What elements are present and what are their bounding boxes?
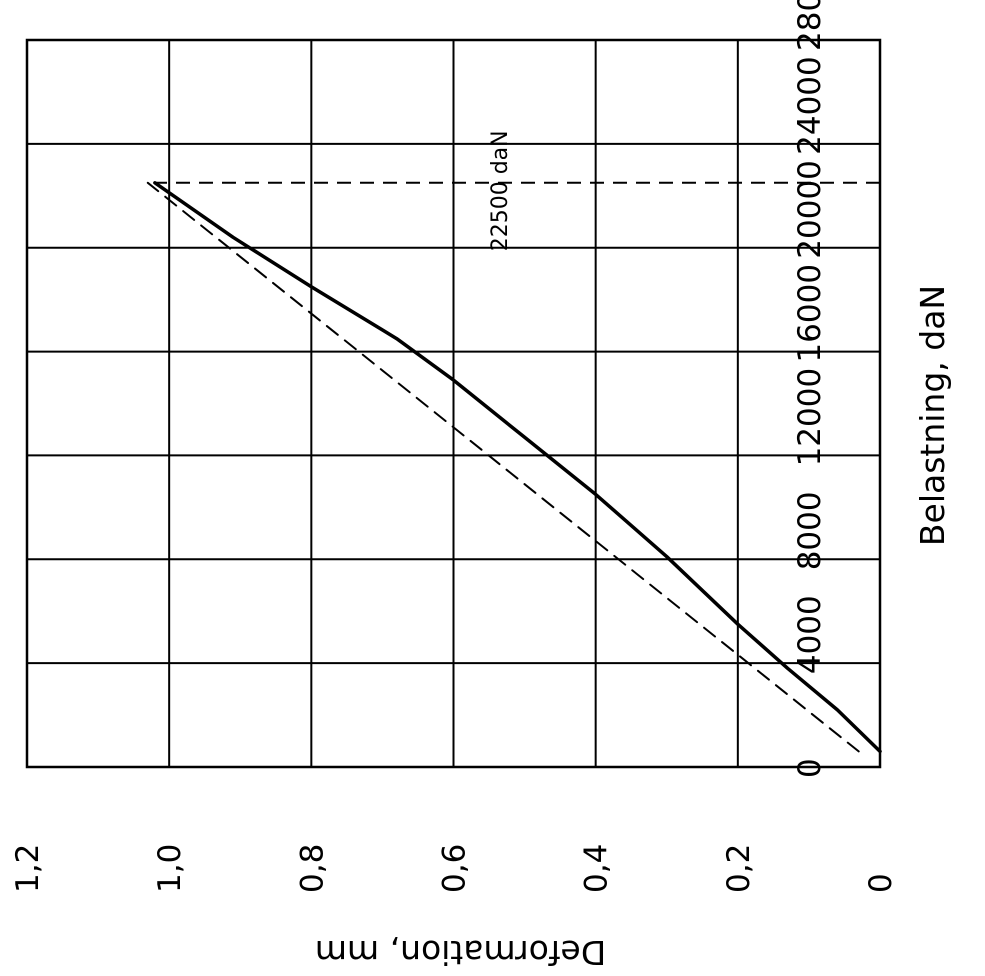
reference-line-layer: 22500 daN (154, 130, 880, 251)
deformation-tick-label: 0,4 (579, 844, 615, 893)
load-tick-label: 16000 (792, 264, 828, 363)
load-tick-label: 12000 (792, 368, 828, 467)
load-tick-label: 24000 (792, 56, 828, 155)
deformation-tick-label: 0,2 (721, 844, 757, 893)
y-tick-labels: 0 0,2 0,4 0,6 0,8 1,0 1,2 (10, 844, 899, 893)
series-layer (146, 181, 882, 754)
load-tick-label: 28000 (792, 0, 828, 51)
load-tick-label: 0 (792, 758, 828, 778)
deformation-tick-label: 1,2 (10, 844, 46, 893)
deformation-tick-label: 0 (863, 873, 899, 893)
x-tick-labels: 0 4000 8000 12000 16000 20000 24000 28000 (792, 0, 828, 778)
deformation-tick-label: 1,0 (152, 844, 188, 893)
measured-curve (153, 181, 882, 754)
load-tick-label: 4000 (792, 595, 828, 674)
y-axis-title: Deformation, mm (315, 933, 606, 972)
load-tick-label: 20000 (792, 160, 828, 259)
dashed-linear-line (146, 181, 860, 753)
deformation-tick-label: 0,8 (294, 844, 330, 893)
grid-lines (26, 39, 881, 768)
deformation-tick-label: 0,6 (437, 844, 473, 893)
reference-line-label: 22500 daN (488, 130, 513, 251)
x-axis-title: Belastning, daN (913, 285, 952, 546)
load-tick-label: 8000 (792, 491, 828, 570)
